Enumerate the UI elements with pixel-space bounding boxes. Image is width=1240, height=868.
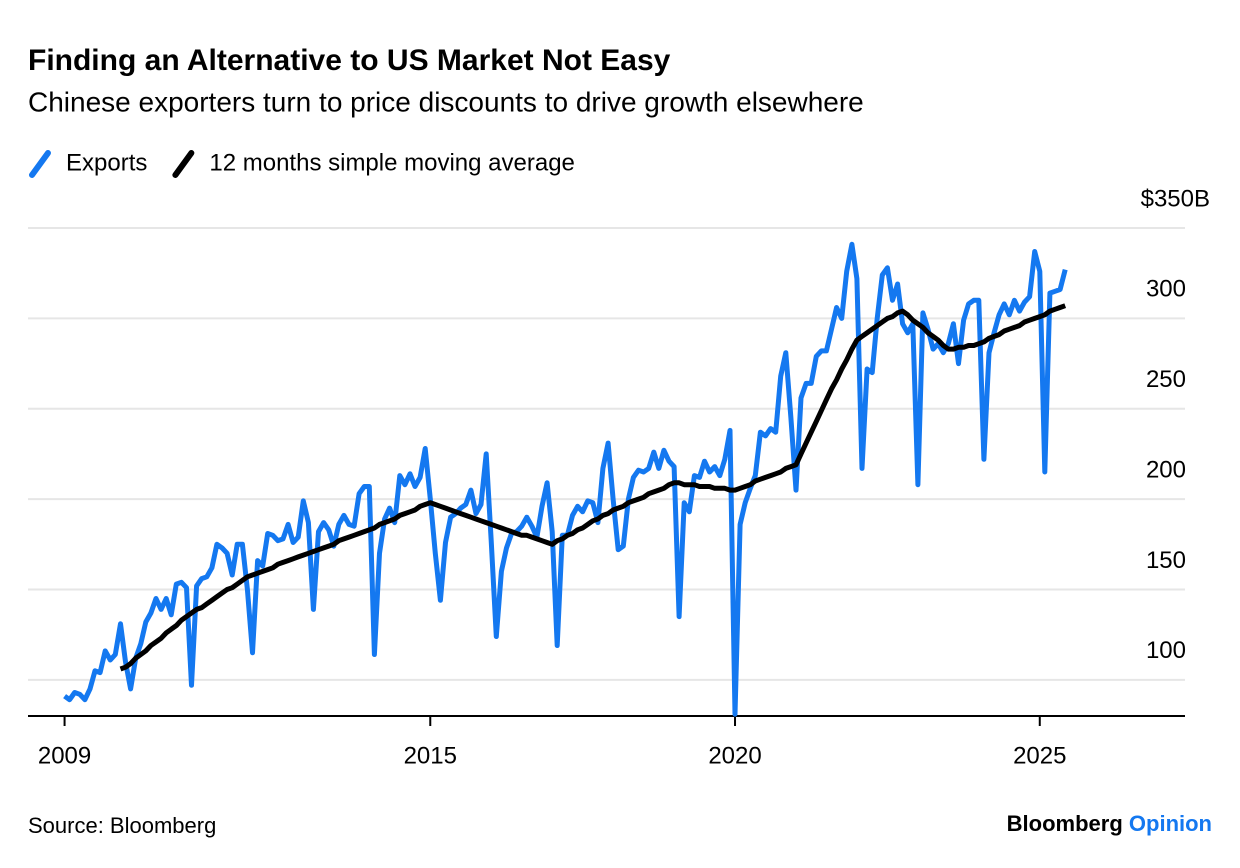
brand-suffix: Opinion <box>1129 811 1212 836</box>
brand-name: Bloomberg <box>1007 811 1123 836</box>
legend-label: 12 months simple moving average <box>209 149 575 176</box>
y-tick-label: $350B <box>1141 185 1210 212</box>
legend-label: Exports <box>66 149 147 176</box>
x-tick-label: 2009 <box>38 742 91 769</box>
legend-swatch <box>172 150 195 178</box>
x-tick-label: 2015 <box>404 742 457 769</box>
x-tick-label: 2025 <box>1013 742 1066 769</box>
y-tick-label: 250 <box>1146 366 1186 393</box>
chart-subtitle: Chinese exporters turn to price discount… <box>28 86 864 117</box>
legend-swatch <box>29 150 51 178</box>
y-tick-label: 100 <box>1146 637 1186 664</box>
chart-title: Finding an Alternative to US Market Not … <box>28 44 671 77</box>
x-tick-label: 2020 <box>708 742 761 769</box>
y-tick-label: 300 <box>1146 276 1186 303</box>
source: Source: Bloomberg <box>28 813 216 838</box>
series-line <box>119 303 1067 672</box>
series-line <box>63 241 1068 717</box>
y-tick-label: 200 <box>1146 456 1186 483</box>
y-tick-label: 150 <box>1146 547 1186 574</box>
brand: Bloomberg Opinion <box>1007 811 1212 836</box>
